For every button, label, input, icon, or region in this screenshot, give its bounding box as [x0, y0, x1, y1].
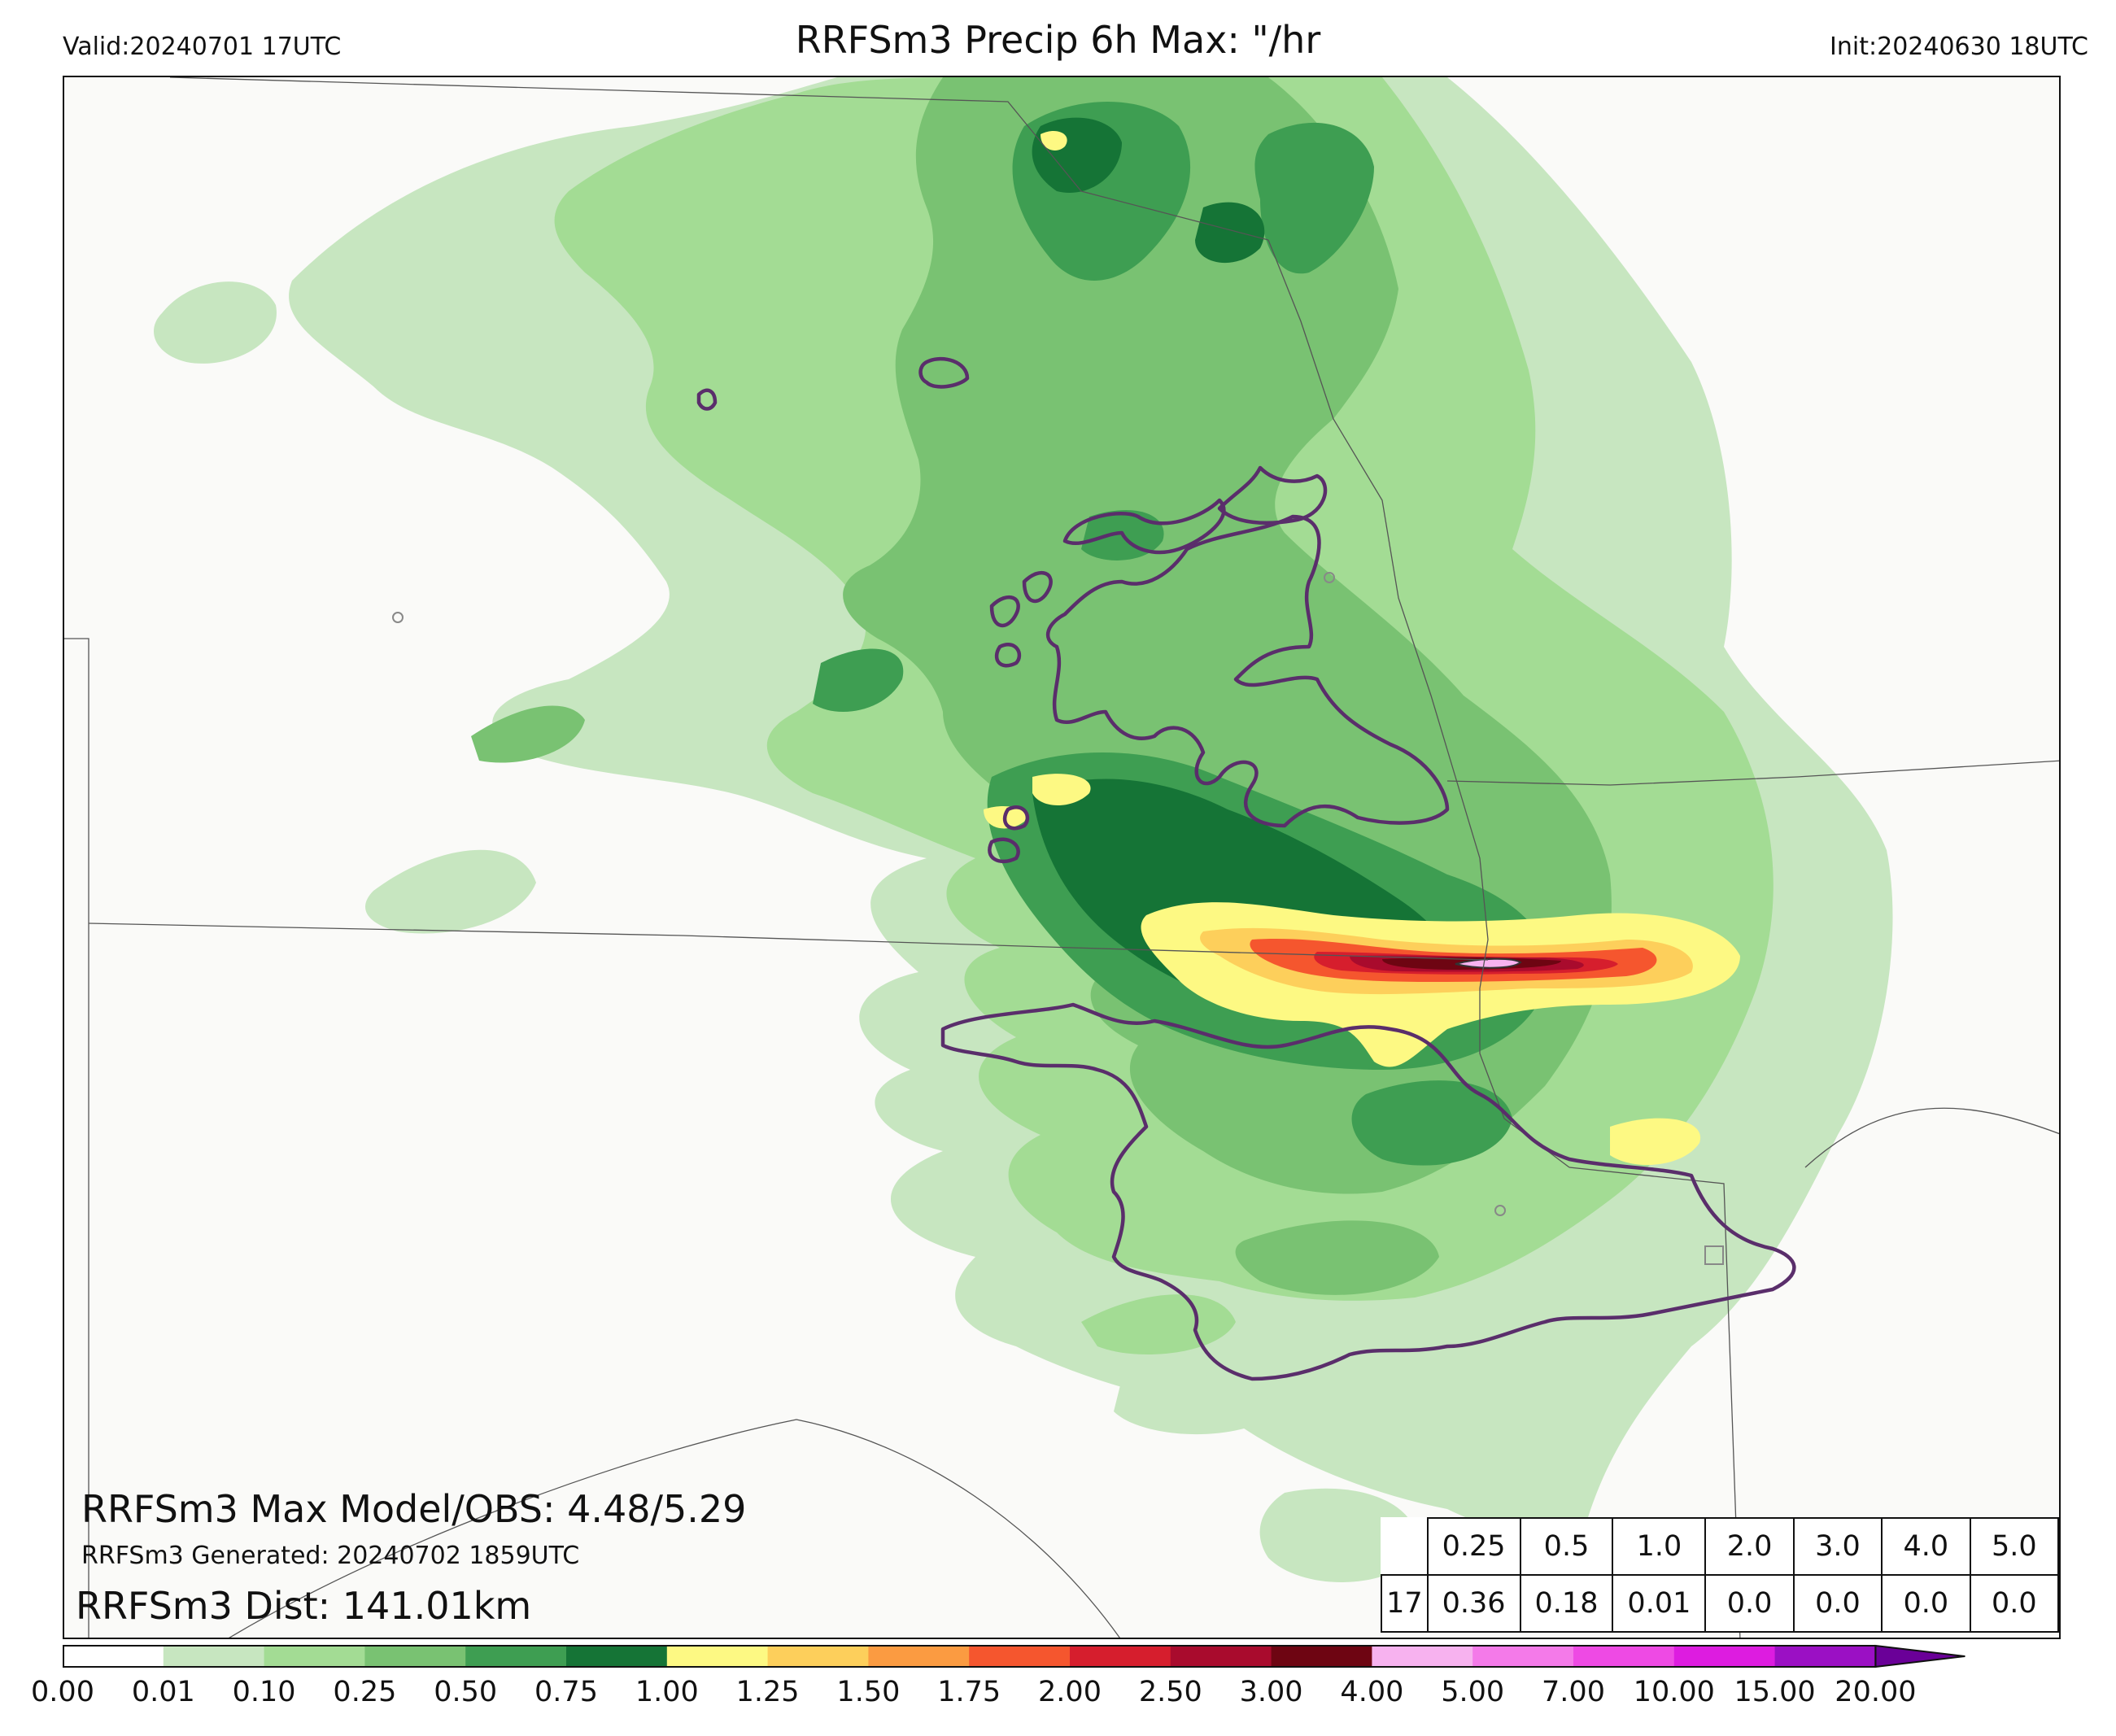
valid-time-label: Valid:20240701 17UTC [63, 33, 342, 61]
colorbar-segment [969, 1646, 1071, 1667]
colorbar-tick-label: 2.50 [1138, 1676, 1202, 1708]
value-cell: 0.18 [1519, 1574, 1614, 1633]
colorbar-segment [767, 1646, 869, 1667]
colorbar-tick-label: 2.00 [1038, 1676, 1102, 1708]
value-cell: 0.36 [1426, 1574, 1521, 1633]
colorbar-tick-label: 0.10 [232, 1676, 296, 1708]
value-cell: 0.0 [1704, 1574, 1795, 1633]
threshold-cell: 0.5 [1519, 1517, 1614, 1576]
colorbar-tick-label: 10.00 [1633, 1676, 1715, 1708]
colorbar-outline [63, 1645, 1877, 1668]
colorbar-segment [1070, 1646, 1171, 1667]
threshold-cell: 4.0 [1881, 1517, 1971, 1576]
colorbar-tick-label: 3.00 [1239, 1676, 1303, 1708]
distance-label: RRFSm3 Dist: 141.01km [76, 1584, 532, 1628]
colorbar-tick-label: 4.00 [1340, 1676, 1404, 1708]
colorbar-segment [1774, 1646, 1876, 1667]
threshold-cell: 2.0 [1704, 1517, 1795, 1576]
colorbar-segment [1170, 1646, 1272, 1667]
hour-label-cell: 17 [1381, 1574, 1429, 1633]
colorbar-tick-label: 7.00 [1542, 1676, 1605, 1708]
colorbar-tick-label: 15.00 [1734, 1676, 1816, 1708]
stats-header-row: 0.25 0.5 1.0 2.0 3.0 4.0 5.0 [1381, 1517, 2059, 1576]
colorbar-segment [566, 1646, 668, 1667]
colorbar-tick-label: 0.50 [434, 1676, 498, 1708]
colorbar-segment [666, 1646, 769, 1667]
colorbar-tick-label: 20.00 [1835, 1676, 1917, 1708]
value-cell: 0.01 [1612, 1574, 1707, 1633]
threshold-stats-table: 0.25 0.5 1.0 2.0 3.0 4.0 5.0 17 0.36 0.1… [1381, 1517, 2059, 1633]
colorbar-segment [1271, 1646, 1372, 1667]
political-boundaries [64, 77, 2059, 1638]
value-cell: 0.0 [1881, 1574, 1971, 1633]
colorbar-tick-label: 0.75 [534, 1676, 598, 1708]
value-cell: 0.0 [1969, 1574, 2059, 1633]
colorbar-tick-label: 1.50 [836, 1676, 901, 1708]
colorbar-segment [63, 1646, 164, 1667]
colorbar-segment [1472, 1646, 1574, 1667]
map-title: RRFSm3 Precip 6h Max: "/hr [795, 18, 1321, 62]
threshold-cell: 1.0 [1612, 1517, 1707, 1576]
colorbar-tick-label: 5.00 [1441, 1676, 1505, 1708]
stats-value-row: 17 0.36 0.18 0.01 0.0 0.0 0.0 0.0 [1381, 1574, 2059, 1633]
threshold-cell: 5.0 [1969, 1517, 2059, 1576]
colorbar-tick-label: 0.00 [31, 1676, 94, 1708]
max-model-obs-label: RRFSm3 Max Model/OBS: 4.48/5.29 [81, 1487, 747, 1531]
colorbar-tick-label: 0.01 [131, 1676, 195, 1708]
colorbar-tick-label: 1.75 [937, 1676, 1001, 1708]
stats-corner-cell [1381, 1518, 1428, 1575]
map-markers [392, 572, 1724, 1265]
colorbar-tick-label: 1.00 [635, 1676, 699, 1708]
precip-map-panel: RRFSm3 Max Model/OBS: 4.48/5.29 RRFSm3 G… [63, 76, 2061, 1639]
colorbar-segment [1573, 1646, 1675, 1667]
value-cell: 0.0 [1792, 1574, 1883, 1633]
obs-contour [696, 356, 1796, 1381]
colorbar-segment [364, 1646, 466, 1667]
colorbar-segment [163, 1646, 265, 1667]
precip-map [64, 77, 2059, 1638]
colorbar-segment [868, 1646, 970, 1667]
colorbar-tick-label: 0.25 [333, 1676, 397, 1708]
colorbar-segment [1673, 1646, 1776, 1667]
colorbar-segment [465, 1646, 567, 1667]
colorbar [63, 1644, 1965, 1668]
colorbar-segment [264, 1646, 365, 1667]
threshold-cell: 0.25 [1426, 1517, 1521, 1576]
threshold-cell: 3.0 [1792, 1517, 1883, 1576]
init-time-label: Init:20240630 18UTC [1830, 33, 2088, 61]
generated-time-label: RRFSm3 Generated: 20240702 1859UTC [81, 1542, 580, 1570]
colorbar-segment [1372, 1646, 1473, 1667]
colorbar-tick-label: 1.25 [735, 1676, 800, 1708]
colorbar-extend-arrow [1874, 1644, 1965, 1668]
